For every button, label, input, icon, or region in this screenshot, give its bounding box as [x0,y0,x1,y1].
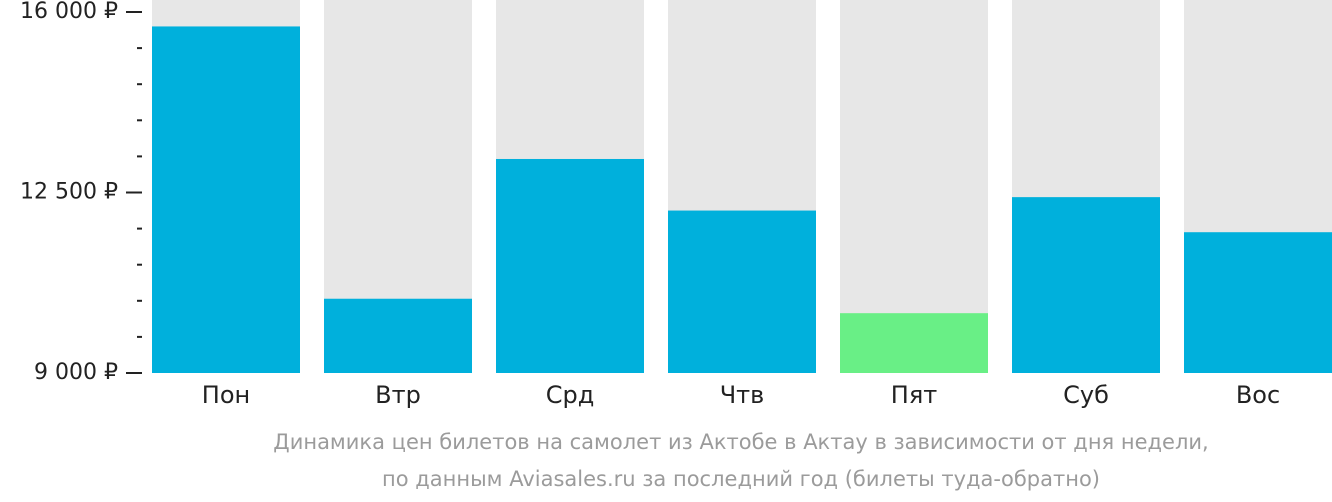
bar-6 [1012,197,1160,373]
x-tick-label: Вос [1236,381,1280,409]
bar-5 [840,313,988,373]
x-tick-label: Пон [202,381,250,409]
x-tick-label: Суб [1063,381,1109,409]
bar-4 [668,210,816,373]
bar-3 [496,158,644,373]
x-axis-labels: Пон Втр Срд Чтв Пят Суб Вос [202,381,1280,409]
caption-line-1: Динамика цен билетов на самолет из Актоб… [273,430,1209,454]
bars [152,26,1332,373]
bar-1 [152,26,300,373]
y-axis: 16 000 ₽ 12 500 ₽ 9 000 ₽ [20,0,142,385]
bar-7 [1184,232,1332,373]
x-tick-label: Срд [546,381,595,409]
x-tick-label: Чтв [720,381,765,409]
x-tick-label: Втр [375,381,421,409]
bar-2 [324,298,472,373]
caption-line-2: по данным Aviasales.ru за последний год … [382,467,1100,491]
background-columns [152,0,1332,373]
y-tick-label: 12 500 ₽ [20,180,118,205]
y-tick-label: 16 000 ₽ [20,0,118,24]
y-tick-label: 9 000 ₽ [34,360,118,385]
x-tick-label: Пят [891,381,937,409]
bar-background [840,0,988,373]
